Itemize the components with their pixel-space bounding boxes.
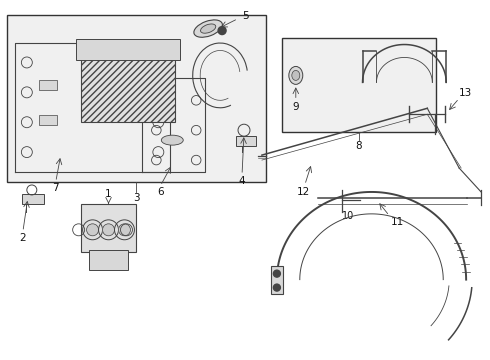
Text: 11: 11	[391, 217, 404, 227]
Bar	[282, 37, 436, 132]
Bar	[81, 204, 136, 252]
Bar	[39, 80, 57, 90]
Text: 2: 2	[20, 233, 26, 243]
Circle shape	[87, 224, 98, 236]
Circle shape	[218, 27, 226, 35]
Bar	[7, 15, 266, 182]
Text: 12: 12	[297, 187, 310, 197]
Text: 6: 6	[157, 187, 164, 197]
Bar	[39, 115, 57, 125]
Bar	[236, 136, 256, 146]
Circle shape	[273, 270, 280, 277]
Text: 5: 5	[243, 11, 249, 21]
Bar	[271, 266, 283, 293]
Text: 8: 8	[355, 141, 362, 151]
Text: 13: 13	[459, 88, 472, 98]
Text: 3: 3	[133, 193, 140, 203]
Ellipse shape	[289, 67, 303, 84]
Bar	[81, 58, 175, 122]
Ellipse shape	[292, 71, 300, 80]
Text: 4: 4	[239, 176, 245, 186]
Text: 9: 9	[293, 102, 299, 112]
Ellipse shape	[161, 135, 183, 145]
Ellipse shape	[200, 24, 216, 33]
Ellipse shape	[194, 20, 222, 37]
Text: 1: 1	[105, 189, 112, 199]
Text: 7: 7	[52, 183, 59, 193]
Circle shape	[273, 284, 280, 291]
Bar	[75, 39, 180, 60]
Circle shape	[119, 224, 130, 236]
Text: 10: 10	[342, 211, 354, 221]
Bar	[89, 250, 128, 270]
Bar	[22, 194, 44, 204]
Circle shape	[102, 224, 115, 236]
